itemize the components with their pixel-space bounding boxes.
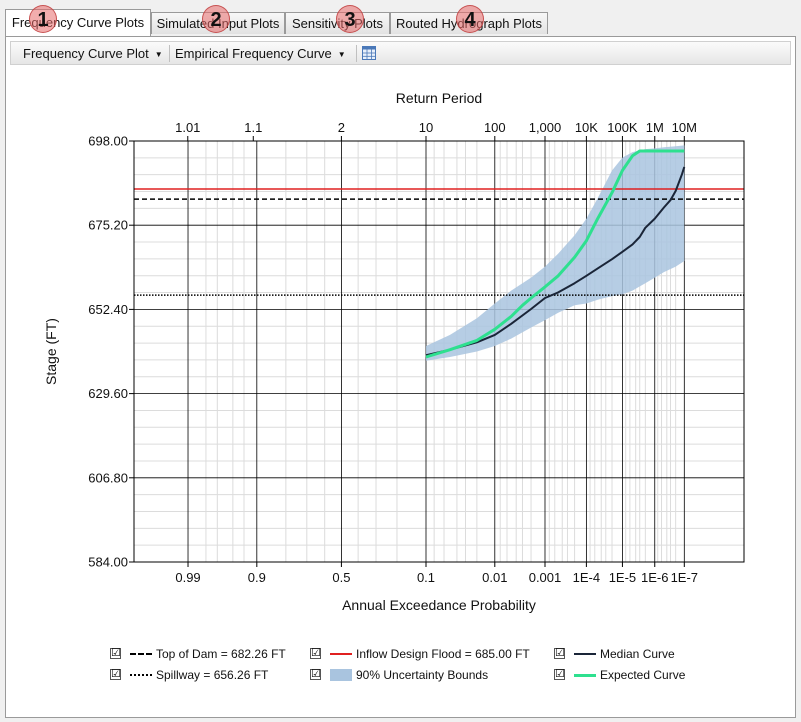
x-tick-label: 0.99 xyxy=(175,570,200,585)
x-tick-label: 0.01 xyxy=(482,570,507,585)
x-axis-title: Annual Exceedance Probability xyxy=(342,597,536,613)
top-tick-label: 10M xyxy=(672,120,697,135)
legend-label: Inflow Design Flood = 685.00 FT xyxy=(356,647,530,661)
x-tick-label: 1E-7 xyxy=(671,570,698,585)
plot-type-label: Frequency Curve Plot xyxy=(23,46,149,61)
legend-checkbox[interactable]: ☑ xyxy=(310,668,321,680)
plot-type-dropdown[interactable]: Frequency Curve Plot ▼ xyxy=(23,44,163,63)
y-tick-label: 652.40 xyxy=(88,302,128,317)
checkmark-icon: ☑ xyxy=(111,647,121,659)
series-line-expected-curve xyxy=(425,149,685,359)
x-tick-label: 1E-5 xyxy=(609,570,636,585)
top-tick-label: 1.01 xyxy=(175,120,200,135)
legend-checkbox[interactable]: ☑ xyxy=(110,668,121,680)
plot-border xyxy=(133,140,745,563)
legend-checkbox[interactable]: ☑ xyxy=(554,647,565,659)
legend-label: Expected Curve xyxy=(600,668,686,682)
x-tick-label: 0.9 xyxy=(248,570,266,585)
top-tick-label: 10 xyxy=(419,120,433,135)
x-tick-label: 1E-4 xyxy=(573,570,600,585)
toolbar-separator xyxy=(356,45,357,62)
plot-toolbar: Frequency Curve Plot ▼ Empirical Frequenc… xyxy=(10,41,791,65)
x-tick-label: 0.1 xyxy=(417,570,435,585)
chevron-down-icon: ▼ xyxy=(154,50,163,60)
uncertainty-bounds-area xyxy=(426,145,685,361)
tab-label: Frequency Curve Plots xyxy=(11,15,145,30)
legend-swatch xyxy=(574,674,596,677)
top-tick-label: 1,000 xyxy=(529,120,562,135)
top-tick-label: 2 xyxy=(338,120,345,135)
curve-type-dropdown[interactable]: Empirical Frequency Curve ▼ xyxy=(175,44,346,63)
legend-checkbox[interactable]: ☑ xyxy=(554,668,565,680)
x-tick-label: 0.001 xyxy=(529,570,562,585)
curve-type-label: Empirical Frequency Curve xyxy=(175,46,332,61)
tab-frequency-curve-plots[interactable]: Frequency Curve Plots xyxy=(5,9,151,36)
checkmark-icon: ☑ xyxy=(555,647,565,659)
legend-swatch xyxy=(130,674,152,676)
x-tick-label: 1E-6 xyxy=(641,570,668,585)
legend-swatch xyxy=(330,669,352,681)
top-tick-label: 100 xyxy=(484,120,506,135)
top-axis-title: Return Period xyxy=(396,90,482,106)
toolbar-separator xyxy=(169,45,170,62)
legend-swatch xyxy=(330,653,352,655)
checkmark-icon: ☑ xyxy=(555,668,565,680)
legend-swatch xyxy=(130,653,152,655)
legend-checkbox[interactable]: ☑ xyxy=(110,647,121,659)
top-tick-label: 1.1 xyxy=(244,120,262,135)
series-line-median-curve xyxy=(425,166,686,357)
table-icon[interactable] xyxy=(362,46,376,60)
legend-label: Median Curve xyxy=(600,647,675,661)
top-tick-label: 100K xyxy=(607,120,638,135)
y-axis-title: Stage (FT) xyxy=(43,318,59,385)
chevron-down-icon: ▼ xyxy=(337,50,346,60)
top-tick-label: 1M xyxy=(646,120,664,135)
y-tick-label: 584.00 xyxy=(88,555,128,570)
y-tick-label: 629.60 xyxy=(88,386,128,401)
y-tick-label: 675.20 xyxy=(88,218,128,233)
y-tick-label: 606.80 xyxy=(88,470,128,485)
legend-swatch xyxy=(574,653,596,655)
top-tick-label: 10K xyxy=(575,120,598,135)
y-tick-label: 698.00 xyxy=(88,134,128,149)
x-tick-label: 0.5 xyxy=(332,570,350,585)
legend-checkbox[interactable]: ☑ xyxy=(310,647,321,659)
checkmark-icon: ☑ xyxy=(311,668,321,680)
checkmark-icon: ☑ xyxy=(311,647,321,659)
checkmark-icon: ☑ xyxy=(111,668,121,680)
legend-label: 90% Uncertainty Bounds xyxy=(356,668,489,682)
legend-label: Top of Dam = 682.26 FT xyxy=(156,647,286,661)
legend-label: Spillway = 656.26 FT xyxy=(156,668,269,682)
